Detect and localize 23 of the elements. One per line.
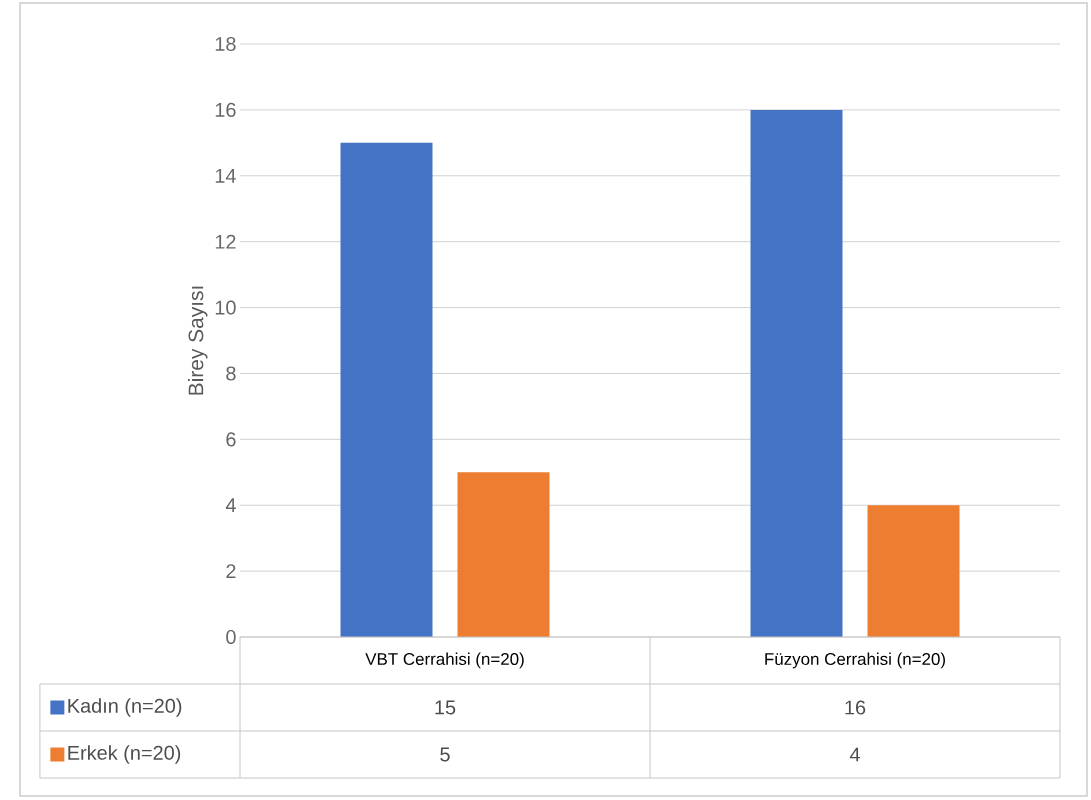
data-label: 4 xyxy=(849,747,860,762)
data-label: 16 xyxy=(845,700,866,715)
x-tick-label: Füzyon Cerrahisi (n=20) xyxy=(765,652,945,669)
y-tick-label: 18 xyxy=(215,36,236,52)
x-tick-label: VBT Cerrahisi (n=20) xyxy=(365,652,524,669)
y-tick-label: 6 xyxy=(226,432,236,447)
y-tick-label: 14 xyxy=(215,168,236,183)
data-label: 5 xyxy=(440,747,450,762)
y-axis-title: Birey Sayısı xyxy=(187,286,208,395)
bar xyxy=(457,472,550,637)
y-tick-label: 2 xyxy=(226,564,236,579)
y-tick-label: 10 xyxy=(215,300,236,315)
y-tick-label: 12 xyxy=(215,234,236,249)
bar xyxy=(867,505,960,637)
bar xyxy=(750,109,843,637)
legend-label: Erkek (n=20) xyxy=(68,745,181,764)
data-label: 15 xyxy=(435,700,456,715)
y-tick-label: 0 xyxy=(226,629,236,645)
y-tick-label: 8 xyxy=(226,366,236,381)
y-tick-label: 4 xyxy=(225,498,236,513)
legend-label: Kadın (n=20) xyxy=(68,698,182,717)
bar xyxy=(340,142,433,637)
y-tick-label: 16 xyxy=(215,102,236,117)
